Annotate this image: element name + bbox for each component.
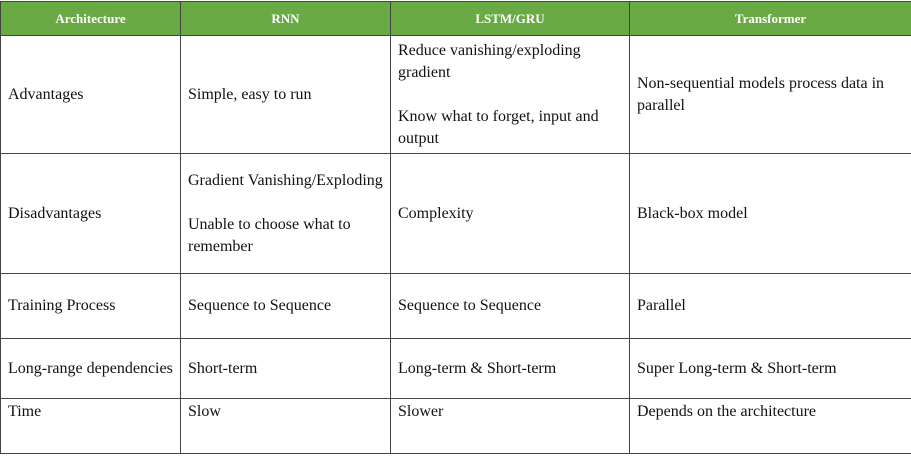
header-architecture: Architecture	[1, 2, 181, 36]
header-lstm-gru: LSTM/GRU	[391, 2, 630, 36]
header-transformer: Transformer	[630, 2, 911, 36]
cell-rnn: Gradient Vanishing/Exploding Unable to c…	[181, 154, 391, 274]
row-label: Long-range dependencies	[1, 339, 181, 399]
table-row: Disadvantages Gradient Vanishing/Explodi…	[1, 154, 911, 274]
cell-text: Reduce vanishing/exploding gradient	[398, 42, 581, 81]
table-row: Long-range dependencies Short-term Long-…	[1, 339, 911, 399]
cell-rnn: Sequence to Sequence	[181, 274, 391, 339]
table-row: Time Slow Slower Depends on the architec…	[1, 399, 911, 454]
cell-transformer: Black-box model	[630, 154, 911, 274]
cell-lstm: Sequence to Sequence	[391, 274, 630, 339]
table-row: Training Process Sequence to Sequence Se…	[1, 274, 911, 339]
header-rnn: RNN	[181, 2, 391, 36]
cell-rnn: Simple, easy to run	[181, 36, 391, 154]
table-row: Advantages Simple, easy to run Reduce va…	[1, 36, 911, 154]
cell-text: Know what to forget, input and output	[398, 108, 599, 147]
row-label: Training Process	[1, 274, 181, 339]
cell-text: Gradient Vanishing/Exploding	[188, 172, 383, 189]
cell-lstm: Slower	[391, 399, 630, 454]
cell-lstm: Reduce vanishing/exploding gradient Know…	[391, 36, 630, 154]
row-label: Disadvantages	[1, 154, 181, 274]
header-row: Architecture RNN LSTM/GRU Transformer	[1, 2, 911, 36]
row-label: Time	[1, 399, 181, 454]
cell-rnn: Slow	[181, 399, 391, 454]
cell-lstm: Complexity	[391, 154, 630, 274]
cell-lstm: Long-term & Short-term	[391, 339, 630, 399]
cell-transformer: Parallel	[630, 274, 911, 339]
cell-transformer: Super Long-term & Short-term	[630, 339, 911, 399]
cell-text: Unable to choose what to remember	[188, 216, 351, 255]
cell-rnn: Short-term	[181, 339, 391, 399]
row-label: Advantages	[1, 36, 181, 154]
cell-transformer: Depends on the architecture	[630, 399, 911, 454]
cell-transformer: Non-sequential models process data in pa…	[630, 36, 911, 154]
